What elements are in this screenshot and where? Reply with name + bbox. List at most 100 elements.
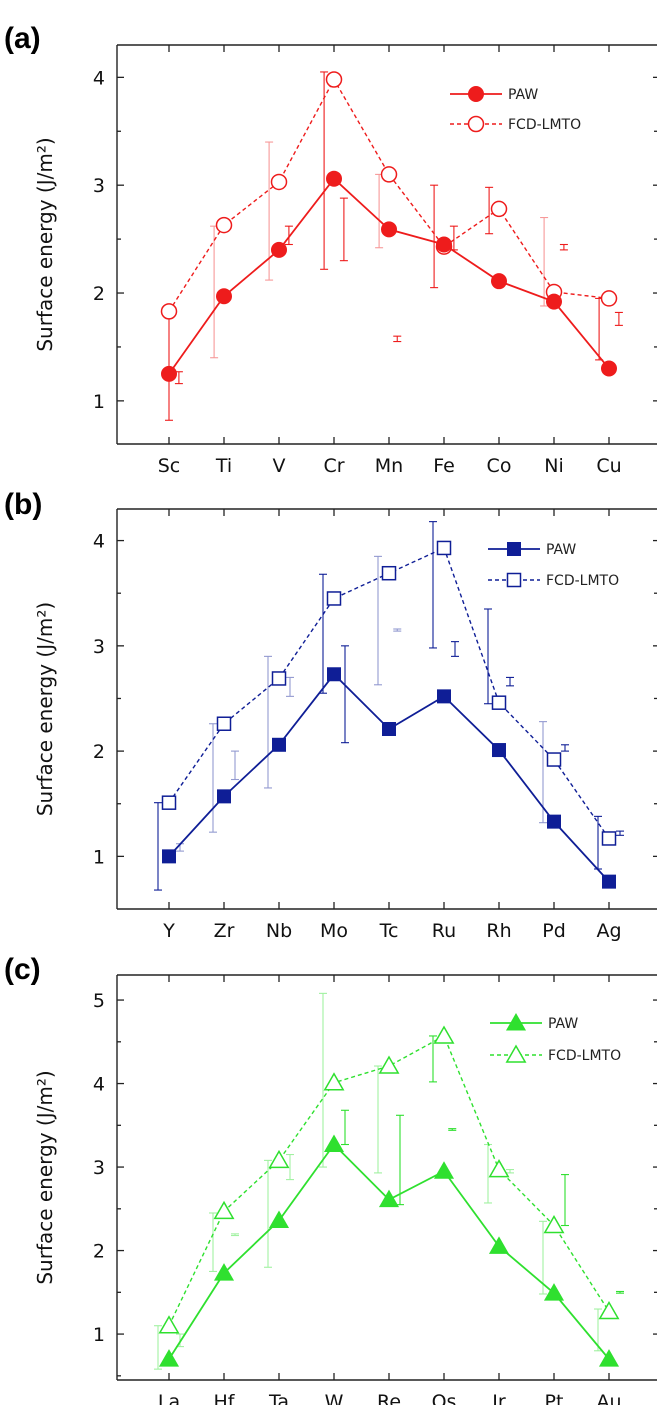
x-tick-label: Ag bbox=[596, 920, 621, 942]
error-bar bbox=[284, 225, 293, 246]
error-bar bbox=[594, 1308, 602, 1352]
error-bar bbox=[374, 555, 382, 686]
error-bar bbox=[616, 830, 624, 836]
y-tick-label: 1 bbox=[93, 1324, 105, 1346]
y-tick-label: 2 bbox=[93, 283, 105, 305]
data-point-fcd-lmto bbox=[158, 1315, 180, 1334]
error-bar bbox=[341, 645, 349, 744]
panel-label: (c) bbox=[4, 953, 41, 986]
data-point-paw bbox=[216, 288, 232, 305]
error-bar bbox=[448, 1128, 457, 1131]
data-point-paw bbox=[268, 1210, 290, 1229]
data-point-fcd-lmto bbox=[216, 716, 232, 731]
x-tick-label: Au bbox=[596, 1391, 621, 1405]
data-point-fcd-lmto bbox=[433, 1025, 455, 1044]
x-tick-label: Zr bbox=[214, 920, 235, 942]
data-point-fcd-lmto bbox=[268, 1149, 290, 1169]
error-bar bbox=[154, 802, 162, 891]
y-tick-label: 1 bbox=[93, 391, 105, 413]
data-point-paw bbox=[543, 1283, 565, 1301]
x-tick-label: Pd bbox=[542, 920, 566, 942]
data-point-paw bbox=[323, 1134, 345, 1153]
data-point-paw bbox=[488, 1236, 510, 1254]
legend-label: PAW bbox=[546, 542, 576, 558]
data-point-paw bbox=[158, 1349, 180, 1367]
data-point-fcd-lmto bbox=[215, 216, 233, 234]
error-bar bbox=[339, 197, 348, 262]
error-bar bbox=[209, 723, 217, 833]
error-bar bbox=[374, 1065, 382, 1174]
series-line-fcd-lmto bbox=[168, 78, 610, 312]
legend-marker bbox=[467, 115, 485, 133]
data-point-fcd-lmto bbox=[598, 1301, 620, 1320]
chart-panel-c: (c) 1 2 3 4 5 La Hf Ta W Re Os Ir Pt Au Surface energy … bbox=[4, 953, 657, 1405]
x-tick-label: Ir bbox=[492, 1391, 506, 1405]
x-tick-label: Pt bbox=[545, 1391, 564, 1405]
y-axis-label: Surface energy (J/m²) bbox=[33, 602, 57, 816]
x-tick-label: Cr bbox=[323, 455, 344, 477]
error-bar bbox=[375, 173, 384, 249]
y-axis-label: Surface energy (J/m²) bbox=[33, 1070, 57, 1284]
data-point-paw bbox=[546, 293, 562, 310]
data-point-paw bbox=[271, 241, 287, 258]
panel-label: (a) bbox=[4, 22, 41, 55]
x-tick-label: Nb bbox=[266, 920, 292, 942]
error-bar bbox=[393, 335, 402, 343]
legend-marker bbox=[507, 542, 521, 556]
data-point-paw bbox=[162, 849, 176, 864]
data-point-paw bbox=[602, 874, 616, 889]
data-point-paw bbox=[433, 1161, 455, 1179]
error-bar bbox=[429, 1035, 437, 1083]
legend-label: PAW bbox=[548, 1016, 578, 1032]
data-point-paw bbox=[161, 365, 177, 382]
error-bar bbox=[154, 1325, 162, 1370]
y-tick-label: 2 bbox=[93, 741, 105, 763]
chart-panel-a: (a) 1 2 3 4 Sc Ti V Cr Mn Fe Co Ni Cu Surface energy (… bbox=[4, 22, 657, 477]
legend-label: FCD-LMTO bbox=[508, 117, 581, 133]
legend: PAW FCD-LMTO bbox=[490, 1012, 621, 1064]
error-bar bbox=[484, 608, 492, 705]
data-point-paw bbox=[492, 743, 506, 758]
data-point-paw bbox=[217, 789, 231, 804]
error-bar bbox=[264, 655, 272, 789]
x-tick-label: W bbox=[325, 1391, 344, 1405]
x-tick-label: Tc bbox=[379, 920, 399, 942]
error-bar bbox=[320, 71, 329, 270]
x-tick-label: Ni bbox=[544, 455, 564, 477]
data-point-paw bbox=[491, 273, 507, 290]
data-point-fcd-lmto bbox=[601, 831, 617, 846]
error-bar bbox=[341, 1109, 349, 1146]
y-tick-label: 4 bbox=[93, 1074, 105, 1096]
y-tick-label: 1 bbox=[93, 846, 105, 868]
legend: PAW FCD-LMTO bbox=[450, 86, 581, 133]
x-tick-label: Fe bbox=[433, 455, 455, 477]
x-tick-label: Sc bbox=[158, 455, 181, 477]
data-point-fcd-lmto bbox=[490, 200, 508, 218]
x-tick-label: Re bbox=[377, 1391, 401, 1405]
y-axis-label: Surface energy (J/m²) bbox=[33, 137, 57, 351]
x-tick-label: Y bbox=[162, 920, 175, 942]
y-tick-label: 5 bbox=[93, 990, 105, 1012]
error-bar bbox=[594, 815, 602, 870]
legend-marker bbox=[506, 572, 522, 588]
data-point-fcd-lmto bbox=[380, 166, 398, 183]
legend-label: FCD-LMTO bbox=[548, 1048, 621, 1064]
error-bar bbox=[286, 676, 294, 697]
error-bar bbox=[319, 992, 327, 1168]
error-bar bbox=[540, 216, 549, 307]
series-line-paw bbox=[168, 177, 610, 375]
data-point-paw bbox=[326, 170, 342, 187]
error-bar bbox=[559, 243, 568, 251]
data-point-fcd-lmto bbox=[325, 71, 343, 88]
data-point-fcd-lmto bbox=[378, 1055, 400, 1074]
x-tick-label: Ru bbox=[432, 920, 456, 942]
error-bar bbox=[209, 1212, 217, 1272]
error-bar bbox=[539, 1220, 547, 1295]
error-bar bbox=[451, 641, 459, 657]
data-point-fcd-lmto bbox=[488, 1159, 510, 1178]
data-point-fcd-lmto bbox=[213, 1200, 235, 1220]
error-bar bbox=[430, 184, 439, 289]
error-bar bbox=[429, 521, 437, 649]
data-point-fcd-lmto bbox=[160, 303, 178, 320]
